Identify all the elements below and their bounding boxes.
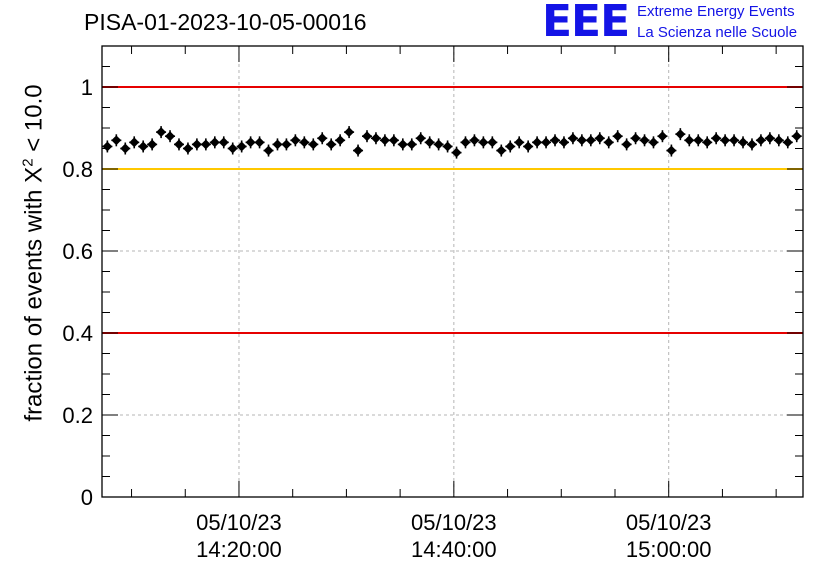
data-point bbox=[496, 145, 507, 156]
data-point bbox=[720, 135, 731, 146]
data-point bbox=[773, 135, 784, 146]
data-point bbox=[550, 135, 560, 146]
data-point bbox=[424, 137, 435, 148]
data-point bbox=[585, 135, 596, 146]
data-point bbox=[603, 137, 614, 148]
data-point bbox=[281, 139, 292, 150]
data-point bbox=[621, 139, 632, 150]
data-point bbox=[782, 137, 793, 148]
data-point bbox=[317, 133, 328, 144]
data-point bbox=[397, 139, 408, 150]
data-point bbox=[379, 135, 390, 146]
x-tick-label-time: 14:20:00 bbox=[196, 537, 282, 562]
data-point bbox=[326, 139, 337, 150]
data-point bbox=[764, 133, 775, 144]
data-point bbox=[523, 141, 534, 152]
data-point bbox=[469, 135, 480, 146]
logo-mark: EEE bbox=[542, 0, 630, 47]
data-point bbox=[415, 133, 426, 144]
data-point bbox=[371, 133, 381, 144]
y-tick-label: 0.8 bbox=[62, 157, 93, 182]
y-tick-label: 0.4 bbox=[62, 321, 93, 346]
data-point bbox=[594, 133, 605, 144]
data-point bbox=[362, 131, 372, 142]
data-point bbox=[200, 139, 211, 150]
y-tick-label: 0.6 bbox=[62, 239, 93, 264]
data-point bbox=[442, 141, 453, 152]
data-point bbox=[532, 137, 543, 148]
data-point bbox=[335, 135, 346, 146]
data-point bbox=[174, 139, 184, 150]
data-point bbox=[182, 143, 193, 154]
data-point bbox=[165, 131, 175, 142]
data-point bbox=[433, 139, 444, 150]
data-point bbox=[791, 131, 802, 142]
data-point bbox=[675, 129, 686, 140]
x-tick-label-time: 15:00:00 bbox=[626, 537, 712, 562]
data-point bbox=[236, 141, 247, 152]
data-point bbox=[353, 145, 363, 156]
x-tick-label-time: 14:40:00 bbox=[411, 537, 497, 562]
data-point bbox=[505, 141, 516, 152]
data-point bbox=[541, 137, 552, 148]
y-tick-label: 0.2 bbox=[62, 403, 93, 428]
data-point bbox=[218, 137, 229, 148]
data-point bbox=[254, 137, 265, 148]
data-point bbox=[666, 145, 677, 156]
data-point bbox=[138, 141, 149, 152]
data-point bbox=[147, 139, 158, 150]
logo-text-line1: Extreme Energy Events bbox=[637, 3, 795, 20]
x-tick-label-date: 05/10/23 bbox=[411, 510, 497, 535]
data-point bbox=[245, 137, 256, 148]
x-tick-label-date: 05/10/23 bbox=[626, 510, 712, 535]
data-point bbox=[209, 137, 220, 148]
data-point bbox=[129, 137, 140, 148]
data-point bbox=[290, 135, 301, 146]
data-point bbox=[693, 135, 704, 146]
data-point bbox=[272, 139, 283, 150]
data-point bbox=[514, 137, 525, 148]
data-point bbox=[227, 143, 238, 154]
plot-frame bbox=[101, 45, 804, 498]
data-point bbox=[729, 135, 740, 146]
y-tick-label: 1 bbox=[81, 75, 93, 100]
data-point bbox=[567, 133, 578, 144]
data-point bbox=[684, 135, 695, 146]
data-point bbox=[657, 131, 668, 142]
data-point bbox=[630, 133, 641, 144]
data-point bbox=[263, 145, 274, 156]
data-point bbox=[388, 135, 399, 146]
data-point bbox=[460, 137, 471, 148]
data-point bbox=[191, 139, 202, 150]
data-point bbox=[344, 127, 355, 138]
data-point bbox=[639, 135, 650, 146]
data-point bbox=[711, 133, 722, 144]
data-point bbox=[299, 137, 310, 148]
data-point bbox=[738, 137, 748, 148]
chart-title: PISA-01-2023-10-05-00016 bbox=[84, 9, 367, 35]
data-point bbox=[648, 137, 659, 148]
data-point bbox=[111, 135, 122, 146]
data-point bbox=[487, 137, 498, 148]
data-point bbox=[576, 135, 587, 146]
data-point bbox=[120, 143, 131, 154]
data-point bbox=[702, 137, 713, 148]
data-point bbox=[406, 139, 417, 150]
data-point bbox=[747, 139, 757, 150]
data-point bbox=[156, 127, 167, 138]
x-tick-label-date: 05/10/23 bbox=[196, 510, 282, 535]
data-point bbox=[559, 137, 569, 148]
data-point bbox=[755, 135, 766, 146]
data-point bbox=[308, 139, 319, 150]
y-tick-label: 0 bbox=[81, 485, 93, 510]
data-point bbox=[478, 137, 489, 148]
data-point bbox=[612, 131, 623, 142]
logo-text-line2: La Scienza nelle Scuole bbox=[637, 24, 798, 41]
data-point bbox=[451, 147, 462, 158]
data-point bbox=[102, 141, 113, 152]
